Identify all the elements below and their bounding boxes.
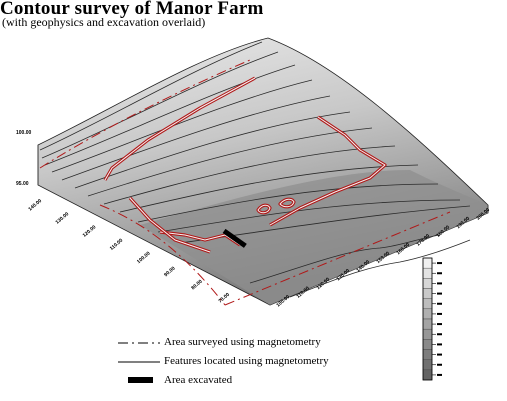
scale-bar-tick-label bbox=[437, 292, 442, 295]
scale-bar-segment bbox=[422, 288, 433, 299]
scale-bar-segment bbox=[422, 328, 433, 340]
scale-bar-segment bbox=[422, 308, 433, 320]
survey-boundary bbox=[39, 59, 451, 306]
legend-label-survey: Area surveyed using magnetometry bbox=[164, 336, 321, 348]
scale-bar-segment bbox=[422, 267, 433, 279]
z-tick-bottom: 95.00 bbox=[16, 181, 29, 187]
scale-bar-frame bbox=[422, 257, 433, 381]
scale-bar-tick-label bbox=[437, 312, 442, 315]
scale-bar-tick-label bbox=[437, 262, 442, 265]
left-axis-tick-label: 70.00 bbox=[217, 292, 231, 305]
chart-title: Contour survey of Manor Farm bbox=[0, 0, 264, 19]
left-axis-tick-label: 120.00 bbox=[82, 224, 98, 239]
excavated-area bbox=[222, 228, 247, 248]
scale-bar-segment bbox=[422, 298, 433, 310]
scale-bar-segment bbox=[422, 349, 433, 360]
contour-line bbox=[289, 239, 471, 298]
feature-outline-inner bbox=[104, 77, 256, 181]
contour-line bbox=[61, 95, 331, 181]
contour-line bbox=[137, 183, 439, 223]
feature-outline-inner bbox=[279, 198, 295, 208]
contour-line bbox=[249, 234, 441, 284]
contour-line bbox=[103, 145, 396, 205]
scale-bar-segment bbox=[422, 339, 433, 350]
scale-bar-segment bbox=[422, 369, 433, 381]
feature-outline-inner bbox=[269, 116, 386, 226]
feature-outline-inner bbox=[159, 231, 241, 246]
contour-line bbox=[44, 64, 296, 166]
scale-bar-tick-label bbox=[437, 333, 442, 336]
scale-bar-tick-label bbox=[437, 282, 442, 285]
contour-line bbox=[119, 164, 419, 213]
left-axis-tick-label: 100.00 bbox=[136, 251, 152, 266]
left-axis-tick-label: 80.00 bbox=[190, 279, 204, 292]
scale-bar-tick-label bbox=[437, 302, 442, 305]
contour-lines bbox=[39, 41, 471, 298]
feature-outline-inner bbox=[257, 204, 271, 214]
legend-label-features: Features located using magnetometry bbox=[164, 355, 329, 367]
z-axis: 100.00 95.00 bbox=[16, 130, 32, 187]
left-axis-tick-label: 130.00 bbox=[55, 211, 71, 226]
chart-subtitle: (with geophysics and excavation overlaid… bbox=[2, 15, 206, 29]
scale-bar-tick-label bbox=[437, 373, 442, 376]
surface-lower-band bbox=[140, 170, 488, 305]
scale-bar-tick-label bbox=[437, 343, 442, 346]
scale-bar-segment bbox=[422, 257, 433, 269]
scale-bar-segment bbox=[422, 278, 433, 289]
scale-bar-segment bbox=[422, 359, 433, 371]
scale-bar-tick-label bbox=[437, 272, 442, 275]
left-axis-tick-label: 90.00 bbox=[163, 265, 177, 278]
scale-bar-tick-label bbox=[437, 323, 442, 326]
legend-label-excavated: Area excavated bbox=[164, 374, 233, 386]
feature-outline-inner bbox=[129, 197, 211, 253]
z-tick-top: 100.00 bbox=[16, 130, 32, 136]
scale-bar-segment bbox=[422, 318, 433, 330]
scale-bar-tick-label bbox=[437, 363, 442, 366]
contour-line bbox=[41, 51, 279, 159]
contour-line bbox=[87, 127, 373, 197]
left-axis-tick-label: 110.00 bbox=[109, 238, 125, 252]
contour-line bbox=[51, 79, 313, 173]
scale-bar-tick-label bbox=[437, 353, 442, 356]
scale-bar bbox=[422, 257, 442, 381]
left-axis-tick-label: 140.00 bbox=[27, 198, 43, 213]
contour-line bbox=[39, 41, 263, 151]
feature-outlines bbox=[103, 76, 387, 254]
legend-symbol-excavated bbox=[128, 377, 153, 383]
